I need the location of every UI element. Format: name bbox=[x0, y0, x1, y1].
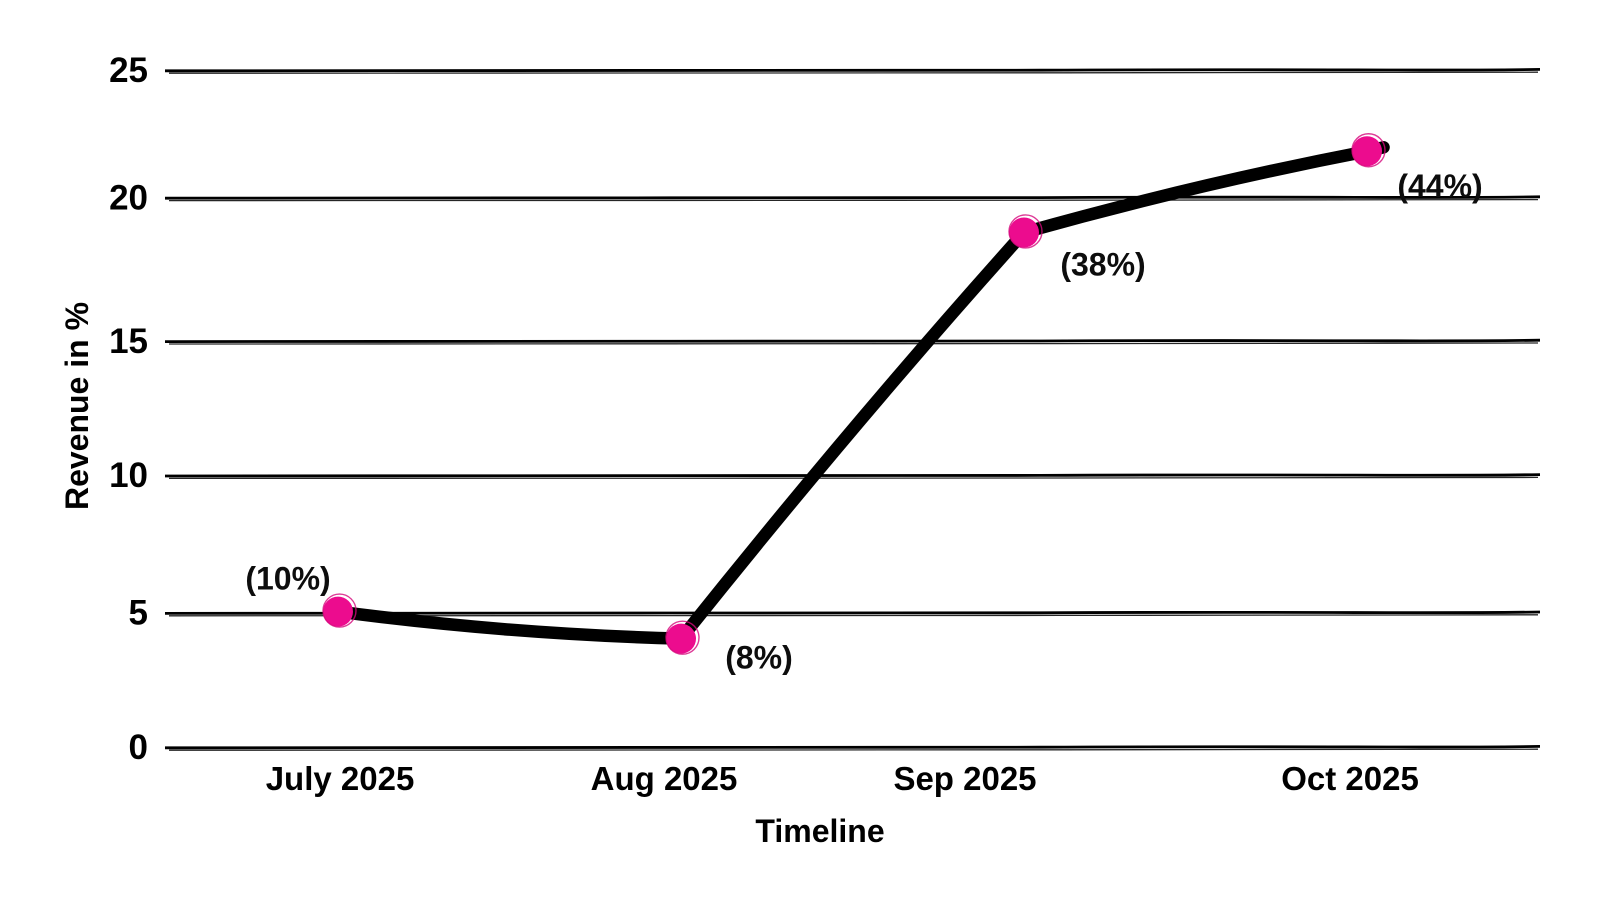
point-value-annotation: (8%) bbox=[725, 640, 793, 676]
gridline bbox=[164, 195, 1541, 200]
y-tick-label: 20 bbox=[109, 178, 148, 217]
gridline-sketch-stroke bbox=[168, 342, 1539, 345]
x-category-label: Sep 2025 bbox=[893, 760, 1036, 797]
y-tick-label: 25 bbox=[109, 51, 148, 90]
y-tick-label: 0 bbox=[129, 728, 148, 767]
data-point-outline bbox=[322, 593, 357, 628]
gridline bbox=[164, 338, 1541, 343]
gridline bbox=[164, 68, 1541, 73]
gridline bbox=[164, 473, 1541, 478]
revenue-series-line bbox=[331, 141, 1390, 645]
gridline-sketch-stroke bbox=[168, 71, 1539, 74]
x-category-label: July 2025 bbox=[266, 760, 415, 797]
data-point-oct-2025 bbox=[1352, 136, 1382, 167]
gridline bbox=[164, 745, 1541, 750]
data-point-aug-2025 bbox=[666, 623, 696, 654]
gridline-sketch-stroke bbox=[168, 476, 1539, 480]
data-point-outline bbox=[665, 620, 700, 655]
gridline-sketch-stroke bbox=[168, 198, 1539, 202]
x-axis-title: Timeline bbox=[755, 813, 884, 849]
point-annotations: (10%) (8%) (38%) (44%) bbox=[245, 168, 1482, 675]
data-point-outline bbox=[1008, 214, 1043, 249]
y-tick-label: 10 bbox=[109, 456, 148, 495]
y-axis-tick-labels: 0 5 10 15 20 25 bbox=[109, 51, 148, 767]
gridline bbox=[164, 610, 1541, 615]
y-tick-label: 5 bbox=[129, 594, 148, 633]
y-tick-label: 15 bbox=[109, 322, 148, 361]
data-points bbox=[322, 133, 1386, 655]
y-axis-title: Revenue in % bbox=[59, 302, 95, 510]
gridlines bbox=[164, 68, 1541, 751]
x-category-label: Aug 2025 bbox=[591, 760, 738, 797]
data-point-july-2025 bbox=[323, 596, 353, 627]
point-value-annotation: (38%) bbox=[1060, 246, 1145, 282]
data-point-sep-2025 bbox=[1009, 217, 1039, 248]
revenue-line bbox=[331, 141, 1390, 645]
x-category-label: Oct 2025 bbox=[1281, 760, 1419, 797]
point-value-annotation: (10%) bbox=[245, 561, 330, 597]
point-value-annotation: (44%) bbox=[1397, 168, 1482, 204]
data-point-outline bbox=[1351, 133, 1386, 168]
gridline-sketch-stroke bbox=[168, 748, 1539, 751]
x-axis-category-labels: July 2025 Aug 2025 Sep 2025 Oct 2025 bbox=[266, 760, 1419, 797]
